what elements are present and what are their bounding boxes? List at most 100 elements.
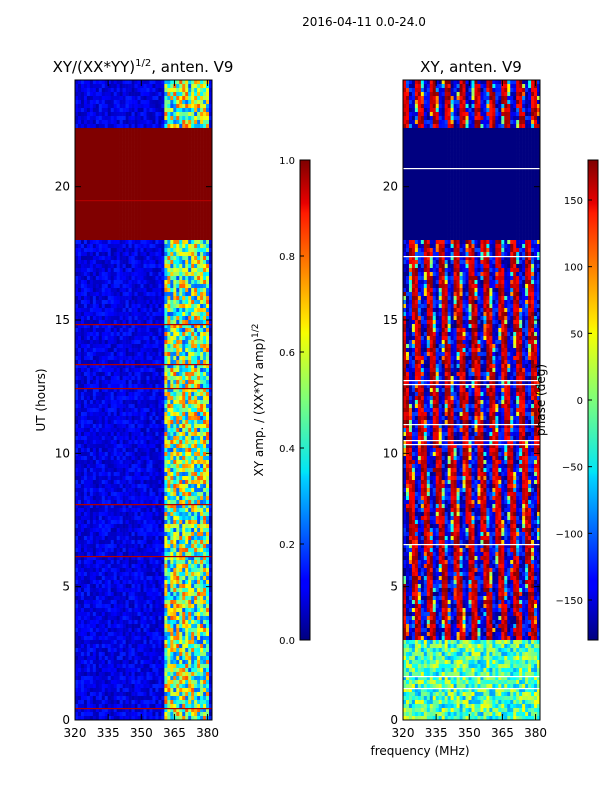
amp-heat-cell [98,144,103,149]
amp-heat-cell [143,504,147,509]
amp-heat-cell [161,192,165,197]
amp-heat-cell [176,156,180,161]
amp-heat-cell [98,372,103,377]
amp-heat-cell [86,304,91,309]
amp-heat-cell [170,148,174,153]
amp-heat-cell [164,124,168,129]
amp-heat-cell [188,220,192,225]
amp-heat-cell [80,280,85,285]
amp-heat-cell [101,376,106,381]
amp-heat-cell [86,88,91,93]
amp-heat-cell [104,508,109,513]
amp-heat-cell [185,308,189,313]
amp-heat-cell [116,436,120,441]
amp-heat-cell [128,280,132,285]
amp-heat-cell [149,408,153,413]
amp-heat-cell [167,176,171,181]
amp-heat-cell [155,144,159,149]
amp-heat-cell [191,256,195,261]
amp-heat-cell [107,164,112,169]
amp-heat-cell [176,168,180,173]
amp-heat-cell [89,316,94,321]
amp-heat-cell [77,112,82,117]
amp-heat-cell [191,500,195,505]
amp-heat-cell [176,304,180,309]
amp-heat-cell [110,128,115,133]
amp-heat-cell [134,140,138,145]
amp-heat-cell [75,192,79,197]
amp-heat-cell [113,104,117,109]
amp-heat-cell [134,176,138,181]
amp-heat-cell [143,320,147,325]
amp-heat-cell [89,216,94,221]
amp-heat-cell [179,164,183,169]
amp-heat-cell [134,496,138,501]
amp-heat-cell [125,304,129,309]
amp-heat-cell [161,160,165,165]
amp-heat-cell [140,136,144,141]
amp-heat-cell [170,188,174,193]
amp-heat-cell [113,488,117,493]
amp-heat-cell [170,368,174,373]
amp-heat-cell [113,268,117,273]
amp-heat-cell [98,184,103,189]
amp-heat-cell [137,344,141,349]
amp-heat-cell [203,180,207,185]
amp-heat-cell [146,180,150,185]
amp-heat-cell [125,284,129,289]
amp-heat-cell [182,264,186,269]
amp-heat-cell [77,356,82,361]
amp-heat-cell [155,408,159,413]
amp-heat-cell [161,164,165,169]
amp-heat-cell [140,476,144,481]
amp-heat-cell [176,412,180,417]
amp-heat-cell [164,188,168,193]
amp-heat-cell [107,184,112,189]
amp-heat-cell [131,132,135,137]
amp-heat-cell [80,180,85,185]
amp-heat-cell [140,460,144,465]
amp-heat-cell [167,160,171,165]
amp-heat-cell [137,264,141,269]
amp-heat-cell [137,324,141,329]
amp-panel: XY/(XX*YY)1/2, anten. V9 320 335 350 365 380… [34,58,233,740]
amp-heat-cell [107,84,112,89]
amp-heat-cell [152,432,156,437]
amp-heat-cell [182,464,186,469]
amp-heat-cell [107,368,112,373]
amp-heat-cell [149,164,153,169]
amp-heat-cell [188,280,192,285]
amp-heat-cell [203,324,207,329]
amp-heat-cell [80,456,85,461]
amp-heat-cell [146,452,150,457]
amp-heat-cell [131,220,135,225]
amp-heat-cell [206,152,210,157]
amp-heat-cell [77,328,82,333]
amp-heat-cell [176,256,180,261]
amp-heat-cell [125,472,129,477]
amp-heat-cell [200,320,204,325]
amp-heat-cell [75,116,79,121]
amp-heat-cell [203,444,207,449]
amp-heat-cell [125,96,129,101]
amp-heat-cell [119,456,123,461]
amp-heat-cell [95,84,100,89]
amp-heat-cell [101,184,106,189]
amp-heat-cell [116,480,120,485]
amp-heat-cell [101,168,106,173]
amp-heat-cell [164,348,168,353]
amp-heat-cell [119,392,123,397]
amp-heat-cell [107,216,112,221]
amp-heat-cell [107,264,112,269]
amp-heat-cell [137,352,141,357]
amp-heat-cell [75,112,79,117]
amp-heat-cell [83,296,88,301]
amp-heat-cell [104,248,109,253]
amp-heat-cell [203,360,207,365]
amp-heat-cell [113,468,117,473]
amp-heat-cell [182,404,186,409]
amp-heat-cell [134,504,138,509]
amp-heat-cell [155,80,159,85]
amp-heat-cell [170,492,174,497]
amp-heat-cell [101,452,106,457]
